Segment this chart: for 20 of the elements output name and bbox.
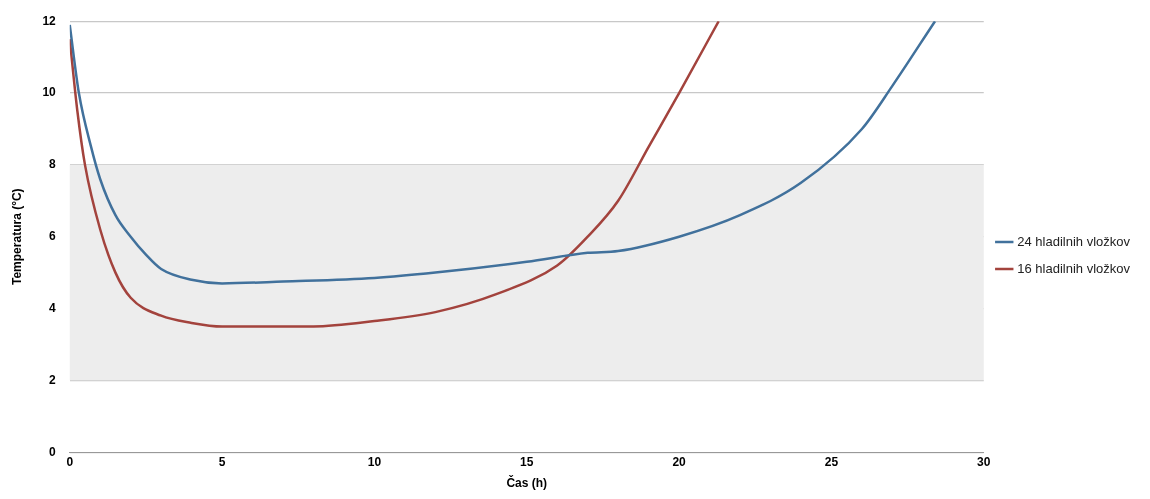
- x-tick-label: 30: [977, 454, 991, 469]
- y-tick-label: 12: [42, 13, 57, 28]
- x-tick-label: 25: [824, 454, 839, 469]
- x-tick-label: 15: [520, 454, 534, 469]
- legend-label: 24 hladilnih vložkov: [1017, 233, 1131, 249]
- x-tick-label: 10: [367, 454, 382, 469]
- x-tick-label: 0: [66, 454, 74, 469]
- y-tick-label: 6: [49, 229, 57, 244]
- y-tick-label: 4: [49, 300, 57, 315]
- line-series: [69, 21, 937, 285]
- legend-label: 16 hladilnih vložkov: [1017, 260, 1131, 276]
- y-tick-label: 2: [49, 372, 57, 387]
- y-tick-label: 8: [49, 157, 57, 172]
- line-series: [69, 21, 720, 328]
- x-tick-label: 20: [672, 454, 687, 469]
- y-tick-label: 0: [49, 444, 57, 459]
- x-axis-title: Čas (h): [506, 475, 548, 491]
- x-tick-label: 5: [218, 454, 226, 469]
- y-tick-label: 10: [42, 85, 57, 100]
- y-axis-title: Temperatura (°C): [9, 188, 24, 285]
